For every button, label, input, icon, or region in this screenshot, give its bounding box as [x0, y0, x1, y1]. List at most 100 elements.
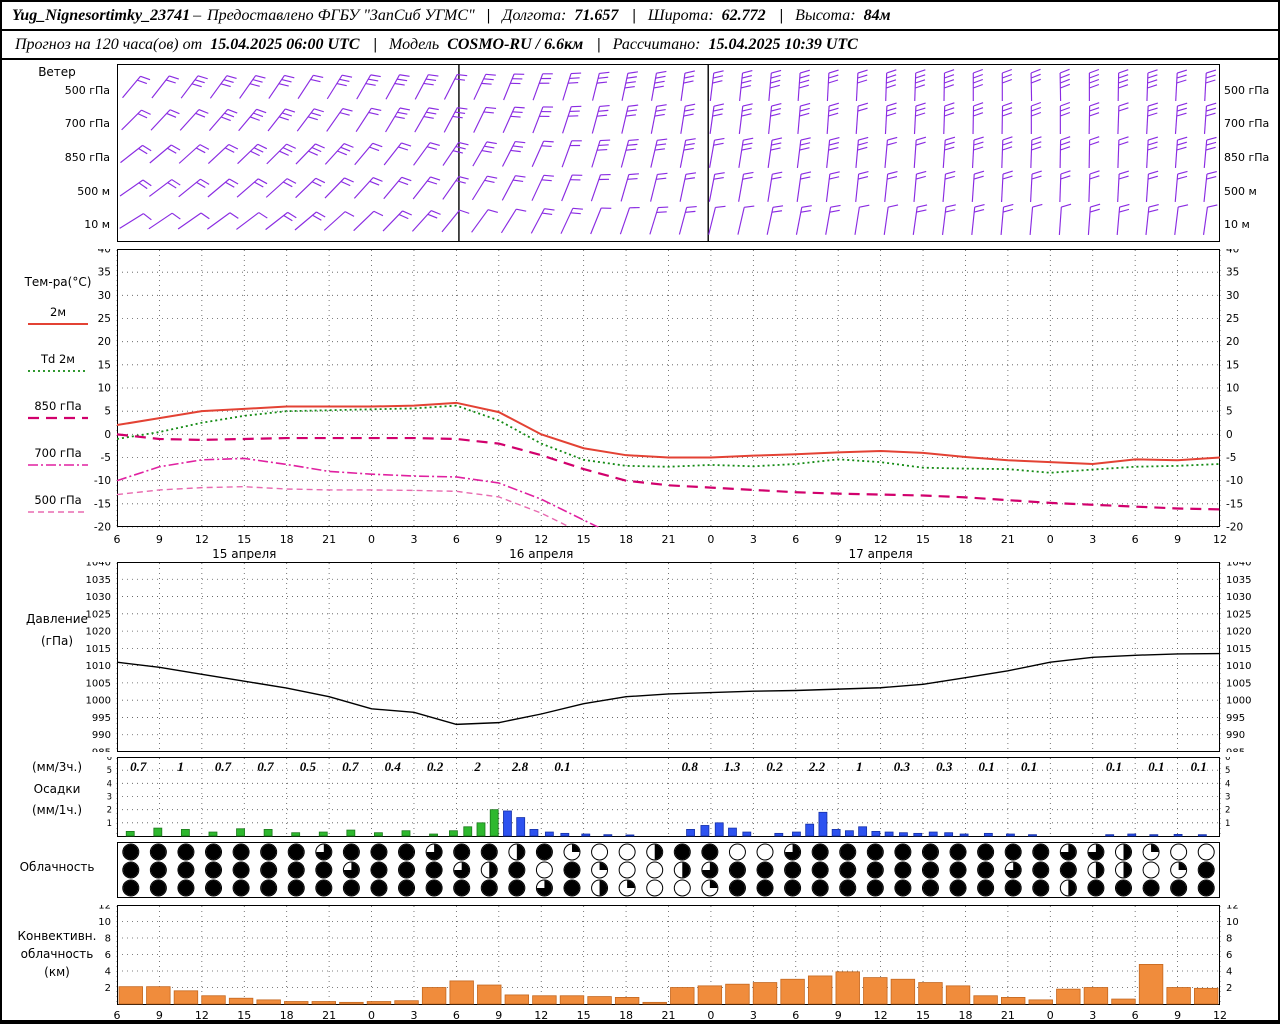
- svg-text:12: 12: [1213, 1009, 1227, 1022]
- temperature-legend: Тем-ра(°C) 2м Td 2м 850 гПа 700 гПа 500 гПа: [2, 249, 114, 527]
- svg-text:1030: 1030: [1226, 592, 1251, 603]
- svg-text:12: 12: [1213, 533, 1227, 546]
- convective-bar: [1111, 998, 1136, 1005]
- svg-text:2: 2: [473, 759, 481, 774]
- wind-level-label: 700 гПа: [64, 117, 110, 130]
- svg-text:8: 8: [105, 934, 111, 945]
- precip-bar: [1006, 833, 1015, 837]
- svg-text:18: 18: [619, 1009, 633, 1022]
- precip-bar: [884, 831, 894, 837]
- wind-barbs-panel: [117, 64, 1220, 242]
- svg-text:18: 18: [280, 533, 294, 546]
- precip-bar: [489, 809, 499, 837]
- precipitation-panel: 0.7 1 0.7 0.7 0.5 0.7 0.4 0.2 2 2.8 0.1 0.8 1.3 0.2 2.…: [107, 757, 1230, 837]
- svg-text:9: 9: [495, 533, 502, 546]
- precip-bar: [153, 827, 163, 837]
- svg-text:12: 12: [534, 533, 548, 546]
- precip-bar: [208, 831, 218, 837]
- altitude-label: Высота:: [795, 6, 856, 24]
- svg-text:1025: 1025: [86, 609, 111, 620]
- svg-text:6: 6: [1225, 757, 1230, 763]
- svg-text:10: 10: [1226, 917, 1239, 928]
- svg-text:16 апреля: 16 апреля: [509, 547, 573, 560]
- svg-text:-15: -15: [94, 498, 111, 510]
- convective-bar: [1028, 999, 1053, 1005]
- convective-bar: [725, 983, 750, 1005]
- separator: |: [597, 35, 601, 53]
- precip-bar: [959, 833, 969, 837]
- svg-text:3: 3: [750, 533, 757, 546]
- svg-text:2: 2: [1226, 983, 1232, 994]
- precip-bar: [291, 832, 301, 837]
- convective-title-1: Конвективн.: [17, 929, 97, 943]
- svg-text:4: 4: [1226, 967, 1232, 978]
- convective-bar: [504, 994, 530, 1005]
- convective-bar: [366, 1001, 392, 1005]
- wind-panel-title: Ветер: [38, 65, 76, 79]
- svg-text:40: 40: [98, 249, 111, 256]
- cloud-cover-row-3: [122, 879, 1215, 897]
- wind-level-label: 850 гПа: [64, 151, 110, 164]
- svg-text:5: 5: [104, 406, 111, 418]
- convective-bar: [394, 1000, 419, 1005]
- legend-label-850 гПа: 850 гПа: [34, 399, 82, 413]
- precip-bar: [180, 829, 190, 837]
- svg-text:15 апреля: 15 апреля: [212, 547, 276, 560]
- convective-bar: [973, 995, 998, 1005]
- precip-bar: [831, 829, 841, 837]
- svg-text:12: 12: [195, 533, 209, 546]
- precip-bar: [899, 832, 908, 837]
- svg-text:0.4: 0.4: [385, 759, 402, 774]
- precip-bar: [463, 826, 473, 837]
- svg-text:6: 6: [453, 1009, 460, 1022]
- convective-bar: [697, 985, 723, 1005]
- precip-bar: [346, 829, 356, 837]
- precip-bar: [544, 831, 554, 837]
- svg-text:3: 3: [1225, 793, 1230, 803]
- precip-bar: [263, 829, 273, 837]
- convective-bar: [284, 1001, 309, 1005]
- precip-bar: [805, 823, 815, 837]
- convective-bar: [421, 987, 447, 1005]
- precip-bar: [774, 832, 784, 837]
- svg-text:0: 0: [1047, 533, 1054, 546]
- precip-bar: [516, 817, 526, 837]
- pressure-series: [116, 652, 1221, 726]
- precip-bar: [1105, 834, 1115, 837]
- svg-text:25: 25: [1226, 313, 1239, 325]
- svg-text:18: 18: [958, 533, 972, 546]
- svg-text:1005: 1005: [1226, 678, 1251, 689]
- svg-text:12: 12: [98, 905, 111, 912]
- precip-bar: [318, 831, 328, 837]
- convective-title-3: (км): [44, 965, 70, 979]
- convective-panel: 12 12 10 10 8 8 6 6 4 4 2 2 6 9 12 15 18 21 0 3 6 9 12 15 18 21 0 3…: [98, 905, 1239, 1022]
- wind-barb-row-2: [121, 101, 1217, 135]
- svg-text:18: 18: [280, 1009, 294, 1022]
- svg-text:1035: 1035: [1226, 575, 1251, 586]
- convective-bar: [1166, 987, 1191, 1005]
- svg-text:1: 1: [107, 819, 112, 829]
- precip-bar: [560, 832, 570, 837]
- svg-text:12: 12: [1226, 905, 1239, 912]
- calc-label: Рассчитано:: [612, 35, 701, 53]
- svg-text:1000: 1000: [1226, 696, 1251, 707]
- svg-text:990: 990: [92, 730, 111, 741]
- svg-text:6: 6: [792, 1009, 799, 1022]
- svg-text:6: 6: [114, 533, 121, 546]
- precip-bar: [374, 832, 383, 837]
- svg-text:0.3: 0.3: [936, 759, 953, 774]
- svg-text:15: 15: [237, 1009, 251, 1022]
- temp-series-Td 2м: [117, 404, 1220, 474]
- svg-text:6: 6: [1132, 1009, 1139, 1022]
- wind-level-label: 500 м: [1224, 185, 1257, 198]
- wind-level-label: 500 гПа: [1224, 84, 1270, 97]
- svg-text:9: 9: [156, 1009, 163, 1022]
- provider-text: Предоставлено ФГБУ "ЗапСиб УГМС": [207, 6, 475, 24]
- precip-bar: [858, 826, 868, 837]
- svg-text:21: 21: [662, 1009, 676, 1022]
- svg-text:1025: 1025: [1226, 609, 1251, 620]
- svg-text:0: 0: [368, 533, 375, 546]
- svg-text:5: 5: [1226, 406, 1233, 418]
- svg-text:10: 10: [1226, 383, 1239, 395]
